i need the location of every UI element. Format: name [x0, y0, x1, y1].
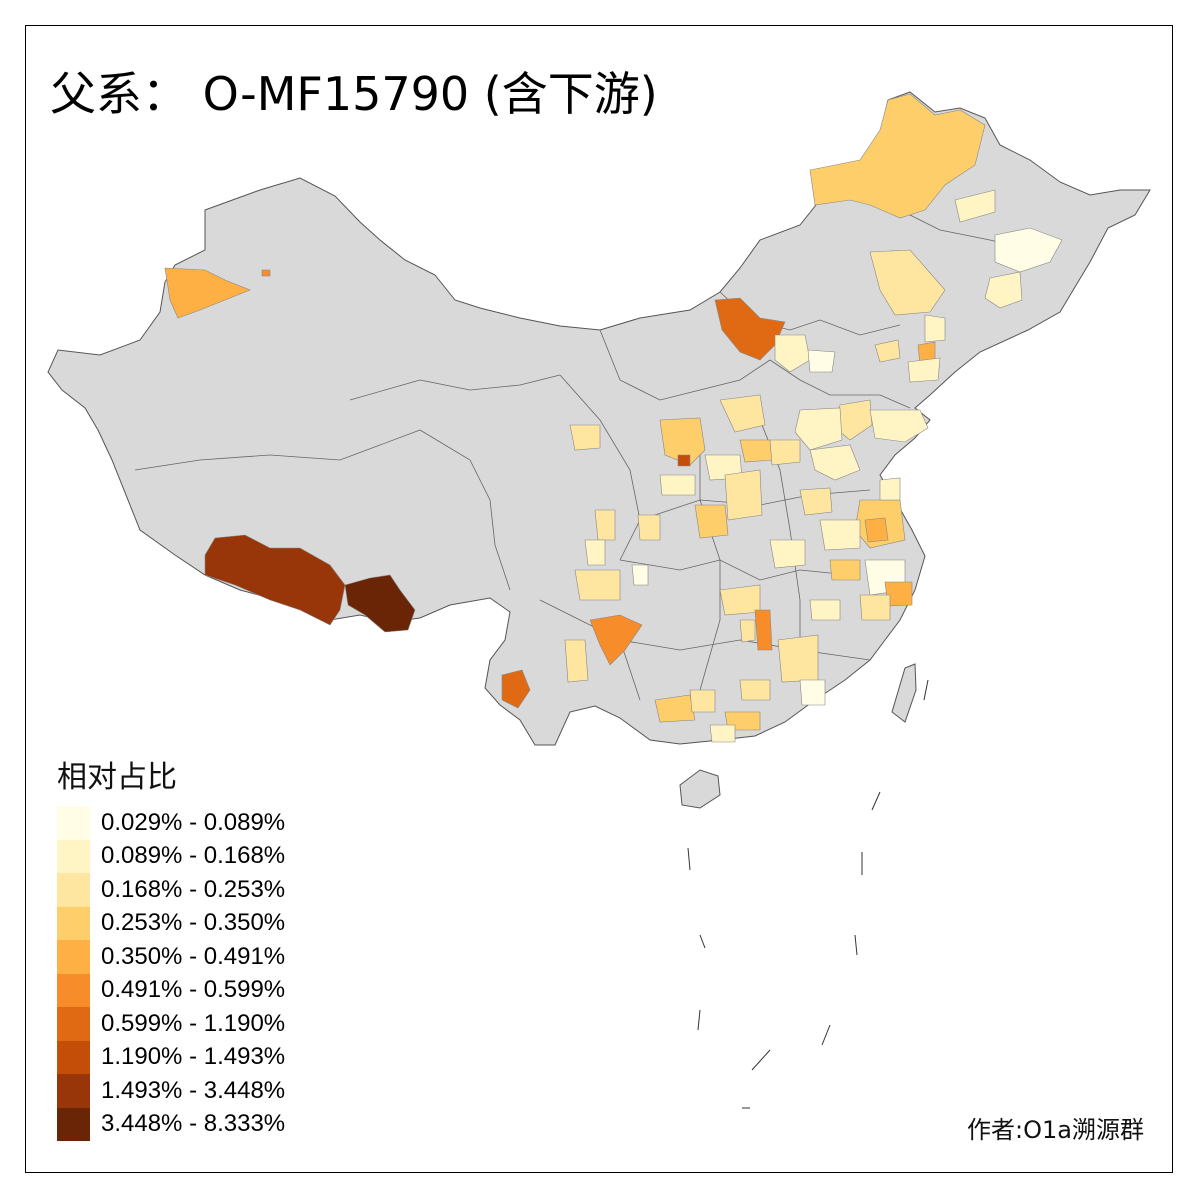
region-shanxi-3 — [739, 439, 773, 463]
legend-item: 0.599% - 1.190% — [57, 1007, 285, 1041]
region-jiangxi-2 — [809, 599, 841, 621]
region-hunan-3 — [739, 619, 756, 643]
legend-swatch — [57, 973, 90, 1007]
legend-title: 相对占比 — [57, 760, 177, 795]
region-hubei-2 — [769, 539, 806, 569]
region-sichuan-2 — [584, 539, 606, 566]
region-hunan-4 — [777, 634, 819, 683]
region-yunnan-1 — [564, 639, 589, 683]
region-anhui-1 — [799, 487, 833, 516]
map-title: 父系： O-MF15790 (含下游) — [50, 67, 658, 121]
legend-item: 0.350% - 0.491% — [57, 940, 285, 974]
region-anhui-2 — [819, 519, 861, 551]
region-hebei-1 — [774, 334, 811, 373]
legend-label: 0.253% - 0.350% — [101, 909, 286, 937]
region-sichuan-5 — [631, 564, 649, 586]
region-sichuan-3 — [574, 569, 621, 601]
region-guangxi-1 — [654, 694, 696, 723]
legend-label: 1.190% - 1.493% — [101, 1043, 286, 1071]
legend: 0.029% - 0.089% 0.089% - 0.168% 0.168% -… — [57, 806, 285, 1141]
region-heilongjiang — [994, 227, 1063, 273]
map-frame — [25, 25, 1173, 1173]
region-sichuan-4 — [637, 514, 661, 541]
region-liaodong — [907, 357, 941, 383]
region-xinjiang-ili — [164, 267, 251, 319]
legend-label: 0.029% - 0.089% — [101, 808, 286, 836]
legend-item: 0.029% - 0.089% — [57, 806, 285, 840]
author-credit: 作者:O1a溯源群 — [967, 1116, 1144, 1144]
region-henan-3 — [769, 439, 801, 466]
region-jilin — [984, 271, 1023, 309]
region-zhejiang-3 — [859, 594, 891, 621]
region-jiangsu-2 — [864, 517, 889, 543]
legend-item: 0.253% - 0.350% — [57, 906, 286, 940]
legend-swatch — [57, 1007, 90, 1041]
region-shanxi-1 — [659, 417, 706, 466]
region-guangdong-1 — [739, 679, 771, 701]
region-guizhou-red — [589, 614, 643, 666]
legend-item: 1.493% - 3.448% — [57, 1074, 285, 1108]
legend-label: 0.599% - 1.190% — [101, 1009, 286, 1037]
region-yunnan-south — [501, 669, 531, 709]
region-liaoning-s — [924, 314, 946, 343]
region-hulunbuir — [809, 93, 986, 219]
region-sichuan-1 — [594, 509, 616, 541]
legend-item: 0.491% - 0.599% — [57, 973, 286, 1007]
hainan-island — [679, 769, 721, 809]
taiwan-island — [891, 663, 917, 723]
region-shandong-3 — [794, 407, 843, 451]
region-liaoning-w — [869, 249, 946, 316]
legend-item: 0.168% - 0.253% — [57, 873, 285, 907]
region-guangdong-4 — [799, 679, 826, 706]
legend-item: 1.190% - 1.493% — [57, 1040, 286, 1074]
region-jiangxi-1 — [829, 559, 861, 581]
legend-label: 0.491% - 0.599% — [101, 976, 286, 1004]
region-hunan-2 — [754, 609, 773, 651]
legend-swatch — [57, 1107, 90, 1141]
region-shandong-2 — [869, 409, 929, 443]
region-shaanxi-1 — [569, 424, 601, 451]
region-tibet-se — [344, 574, 416, 633]
region-guangdong-3 — [709, 724, 736, 743]
legend-label: 0.168% - 0.253% — [101, 875, 286, 903]
legend-swatch — [57, 839, 90, 873]
region-henan-2 — [724, 469, 763, 521]
region-shanxi-dot — [677, 454, 691, 467]
legend-swatch — [57, 806, 90, 840]
region-xinjiang-dot — [261, 269, 271, 277]
region-hubei-1 — [694, 504, 729, 539]
region-shanxi-2 — [719, 394, 766, 433]
legend-swatch — [57, 873, 90, 907]
legend-item: 0.089% - 0.168% — [57, 839, 286, 873]
region-ne-1 — [954, 189, 996, 223]
region-shandong-4 — [809, 444, 861, 481]
region-hebei-2 — [807, 349, 836, 373]
legend-swatch — [57, 940, 90, 974]
region-tianjin — [874, 339, 901, 363]
legend-item: 3.448% - 8.333% — [57, 1107, 286, 1141]
region-tibet-sw — [204, 534, 346, 626]
region-shaanxi-2 — [659, 474, 696, 496]
legend-swatch — [57, 906, 90, 940]
legend-swatch — [57, 1074, 90, 1108]
legend-label: 1.493% - 3.448% — [101, 1076, 286, 1104]
region-hunan-1 — [719, 584, 761, 616]
region-jiangsu-3 — [879, 477, 901, 501]
south-sea-islands — [687, 679, 929, 1109]
legend-label: 0.350% - 0.491% — [101, 942, 286, 970]
legend-label: 0.089% - 0.168% — [101, 842, 286, 870]
legend-label: 3.448% - 8.333% — [101, 1110, 286, 1138]
region-guangxi-2 — [689, 689, 716, 713]
legend-swatch — [57, 1040, 90, 1074]
colored-regions — [164, 93, 1063, 743]
